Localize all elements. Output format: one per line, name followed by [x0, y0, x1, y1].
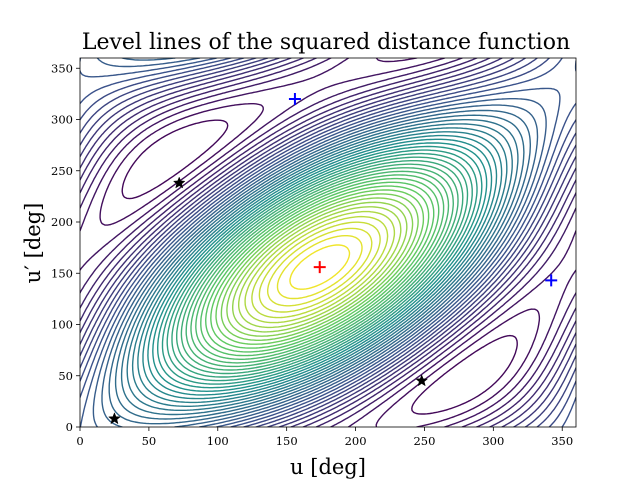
contour-line	[258, 221, 381, 313]
y-tick-label: 200	[51, 215, 73, 229]
contour-line	[157, 145, 483, 389]
contour-line	[126, 123, 513, 411]
contour-line	[80, 58, 576, 427]
plot-frame	[79, 57, 577, 428]
x-tick-label: 350	[551, 434, 573, 448]
contour-line	[226, 197, 414, 337]
contour-line	[99, 58, 541, 427]
plus-marker	[288, 93, 301, 105]
contour-line	[166, 152, 473, 382]
plus-marker	[545, 274, 558, 287]
x-tick-label: 50	[142, 434, 157, 448]
x-tick-label: 100	[207, 434, 229, 448]
contour-line	[180, 163, 459, 371]
contour-line	[92, 58, 547, 427]
contour-line	[152, 142, 488, 392]
contour-line	[185, 167, 454, 368]
contour-line	[220, 193, 419, 341]
y-axis-label: u′ [deg]	[21, 203, 45, 284]
y-tick-label: 0	[66, 420, 73, 434]
contour-line	[276, 235, 363, 300]
x-tick-label: 200	[345, 434, 367, 448]
y-tick-label: 250	[51, 164, 73, 178]
y-tick-label: 300	[51, 113, 73, 127]
contour-line	[120, 119, 519, 416]
contour-line	[108, 109, 531, 425]
contour-line	[80, 58, 576, 427]
contour-line	[121, 119, 518, 415]
markers	[108, 93, 558, 425]
contour-line	[147, 138, 493, 396]
contour-line	[244, 210, 396, 324]
x-axis: 0 50 100 150 200 250 300 350	[76, 427, 573, 448]
contour-line	[190, 170, 450, 364]
contour-line	[137, 131, 503, 404]
plus-marker	[313, 261, 326, 274]
y-tick-label: 50	[58, 369, 73, 383]
contour-line	[267, 227, 373, 307]
y-tick-label: 100	[51, 318, 73, 332]
contour-line	[101, 58, 539, 427]
y-tick-label: 150	[51, 266, 73, 280]
x-tick-label: 150	[276, 434, 298, 448]
y-axis: 0 50 100 150 200 250 300 350	[51, 61, 80, 434]
contour-line	[80, 58, 576, 427]
x-tick-label: 300	[482, 434, 504, 448]
contour-line	[114, 114, 525, 420]
contour-line	[195, 174, 445, 360]
contour-line	[289, 244, 351, 290]
contour-line	[210, 185, 430, 349]
contour-line	[251, 215, 389, 319]
contour-line	[80, 58, 576, 427]
x-axis-label: u [deg]	[290, 455, 366, 479]
contour-line	[176, 160, 464, 375]
contour-lines	[80, 58, 576, 427]
star-marker	[172, 176, 186, 189]
star-marker	[108, 412, 121, 425]
contour-line	[171, 156, 469, 378]
star-marker	[415, 374, 429, 387]
contour-line	[131, 127, 508, 407]
chart-title: Level lines of the squared distance func…	[82, 30, 570, 55]
y-tick-label: 350	[51, 61, 73, 75]
contour-line	[238, 206, 402, 329]
x-tick-label: 250	[413, 434, 435, 448]
contour-line	[161, 149, 478, 385]
contour-line	[142, 134, 498, 400]
contour-line	[232, 201, 408, 333]
x-tick-label: 0	[76, 434, 83, 448]
contour-line	[200, 177, 440, 357]
contour-line	[205, 181, 435, 353]
contour-line	[215, 189, 425, 345]
